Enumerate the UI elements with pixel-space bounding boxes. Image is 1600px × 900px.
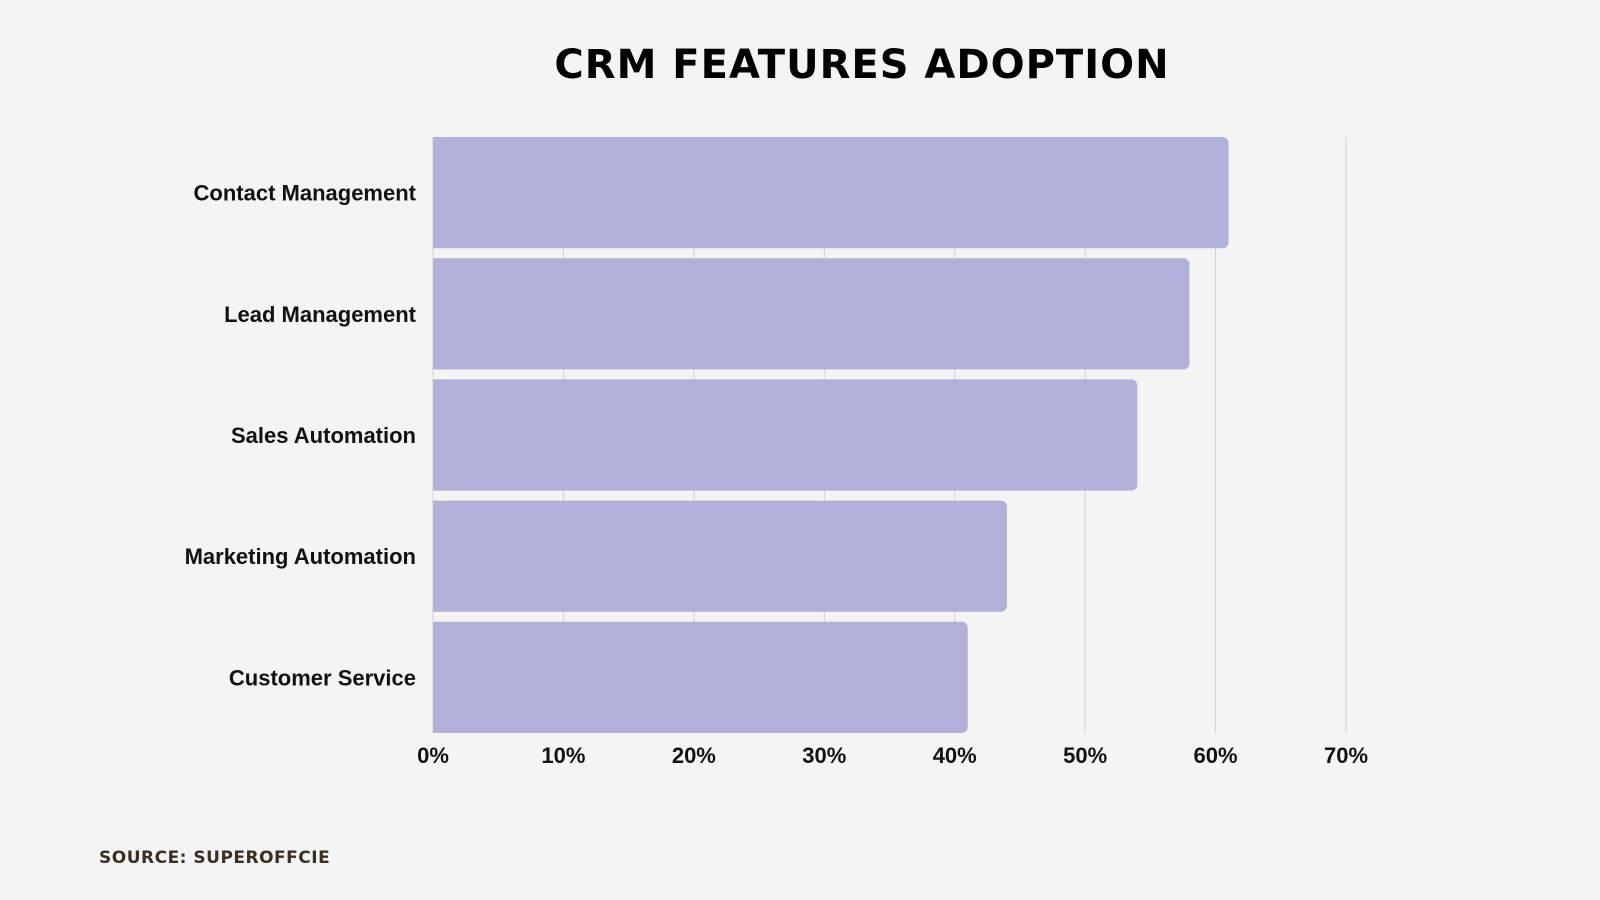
category-label: Customer Service xyxy=(229,665,416,690)
x-tick-label: 60% xyxy=(1194,743,1238,768)
bar xyxy=(433,258,1190,370)
x-tick-label: 70% xyxy=(1324,743,1368,768)
bar xyxy=(433,621,968,733)
bar xyxy=(433,137,1229,249)
chart-title: CRM FEATURES ADOPTION xyxy=(554,42,1169,88)
bar-base xyxy=(433,621,441,733)
category-labels: Contact Management Lead Management Sales A… xyxy=(185,181,417,691)
source-note: SOURCE: SUPEROFFCIE xyxy=(99,848,331,868)
x-tick-label: 0% xyxy=(417,743,449,768)
bars xyxy=(433,137,1229,733)
category-label: Marketing Automation xyxy=(185,544,416,569)
bar-base xyxy=(433,137,441,249)
x-tick-label: 10% xyxy=(541,743,585,768)
x-tick-label: 40% xyxy=(933,743,977,768)
category-label: Contact Management xyxy=(194,181,417,206)
x-tick-label: 50% xyxy=(1063,743,1107,768)
bar xyxy=(433,379,1138,491)
bar xyxy=(433,500,1007,612)
bar-base xyxy=(433,258,441,370)
bar-base xyxy=(433,500,441,612)
category-label: Lead Management xyxy=(224,302,417,327)
category-label: Sales Automation xyxy=(231,423,416,448)
bar-base xyxy=(433,379,441,491)
x-tick-label: 20% xyxy=(672,743,716,768)
x-axis-tick-labels: 0% 10% 20% 30% 40% 50% 60% 70% xyxy=(417,743,1368,768)
x-tick-label: 30% xyxy=(802,743,846,768)
